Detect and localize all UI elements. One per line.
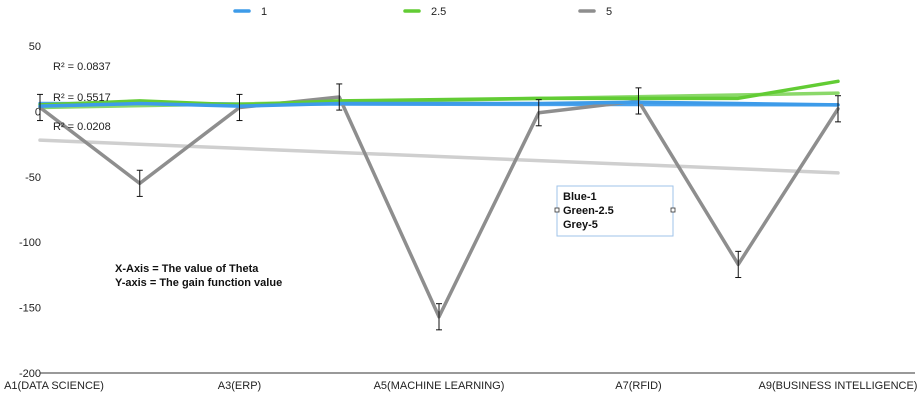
legend-entry-5: 5	[578, 6, 612, 18]
y-tick-label: -50	[25, 172, 41, 184]
error-bar	[635, 87, 642, 115]
textbox-line: Grey-5	[563, 219, 598, 231]
error-bar	[37, 93, 43, 122]
axes-note-line: Y-axis = The gain function value	[115, 277, 282, 289]
y-tick-label: 0	[35, 106, 41, 118]
error-bars	[37, 83, 841, 331]
legend-entry-1: 1	[233, 6, 267, 18]
x-tick-label: A3(ERP)	[218, 380, 261, 392]
error-bar	[136, 169, 143, 197]
r-squared-labels: R² = 0.0837 R² = 0.5517 R² = 0.0208	[53, 61, 111, 133]
r-squared-label: R² = 0.0837	[53, 61, 111, 73]
textbox-line: Green-2.5	[563, 205, 614, 217]
legend: 1 2.5 5	[233, 6, 612, 18]
error-bar	[336, 83, 343, 111]
legend-entry-2.5: 2.5	[403, 6, 446, 18]
x-tick-label: A7(RFID)	[615, 380, 661, 392]
axes-note-line: X-Axis = The value of Theta	[115, 263, 259, 275]
error-bar	[835, 95, 841, 123]
y-tick-label: -100	[19, 237, 41, 249]
series-line-1	[38, 100, 840, 108]
legend-label: 5	[606, 6, 612, 18]
y-tick-label: -200	[19, 368, 41, 380]
resize-handle[interactable]	[554, 207, 560, 213]
error-bar	[236, 93, 243, 122]
x-tick-label: A9(BUSINESS INTELLIGENCE)	[759, 380, 918, 392]
error-bar	[735, 250, 742, 279]
legend-label: 1	[261, 6, 267, 18]
error-bar	[535, 99, 542, 127]
x-axis: A1(DATA SCIENCE) A3(ERP) A5(MACHINE LEARNI…	[4, 372, 918, 392]
legend-label: 2.5	[431, 6, 446, 18]
r-squared-label: R² = 0.0208	[53, 121, 111, 133]
textbox-line: Blue-1	[563, 191, 597, 203]
x-tick-label: A1(DATA SCIENCE)	[4, 380, 104, 392]
y-tick-label: -150	[19, 303, 41, 315]
legend-textbox: Blue-1 Green-2.5 Grey-5	[554, 185, 676, 237]
error-bar	[436, 303, 442, 331]
series-line-2.5	[38, 79, 840, 107]
y-tick-label: 50	[29, 41, 41, 53]
r-squared-label: R² = 0.5517	[53, 92, 111, 104]
y-axis: 50 0 -50 -100 -150 -200	[19, 41, 41, 380]
annotations: X-Axis = The value of Theta Y-axis = The …	[115, 185, 676, 289]
x-tick-label: A5(MACHINE LEARNING)	[374, 380, 505, 392]
trend-line-5	[38, 138, 840, 175]
resize-handle[interactable]	[670, 207, 676, 213]
